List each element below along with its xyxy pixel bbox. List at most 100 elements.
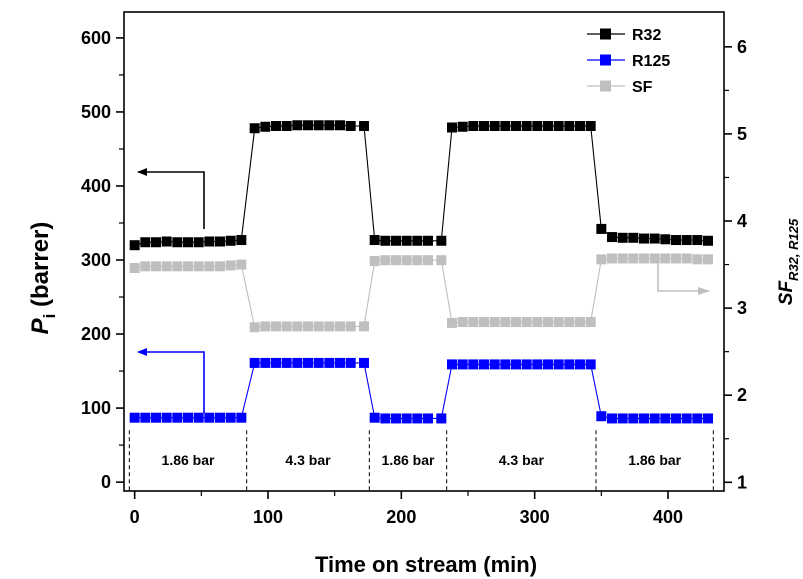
data-point-r125 xyxy=(660,413,671,424)
data-point-r125 xyxy=(345,357,356,368)
data-point-r32 xyxy=(324,120,335,131)
segment-label: 1.86 bar xyxy=(628,452,681,468)
data-point-r125 xyxy=(193,412,204,423)
data-point-r125 xyxy=(324,357,335,368)
data-point-sf xyxy=(671,253,681,264)
pressure-segments: 1.86 bar 4.3 bar 1.86 bar 4.3 bar 1.86 bar xyxy=(128,430,714,491)
data-point-r32 xyxy=(215,236,225,247)
y2-tick-label: 2 xyxy=(737,385,747,405)
data-point-r32 xyxy=(313,120,324,131)
data-point-r125 xyxy=(225,412,236,423)
data-point-r32 xyxy=(511,121,521,132)
data-point-sf xyxy=(172,261,183,272)
data-point-r125 xyxy=(172,412,183,423)
data-point-r125 xyxy=(303,357,313,368)
data-point-sf xyxy=(225,260,236,271)
data-point-r125 xyxy=(671,413,681,424)
data-point-r32 xyxy=(260,121,271,132)
data-point-sf xyxy=(193,261,204,272)
data-point-sf xyxy=(692,254,703,265)
data-point-r125 xyxy=(281,357,292,368)
data-point-r125 xyxy=(401,413,412,424)
data-point-r32 xyxy=(436,235,447,246)
data-point-sf xyxy=(151,261,161,272)
data-point-sf xyxy=(260,321,271,332)
data-point-sf xyxy=(617,253,628,264)
data-point-r32 xyxy=(575,121,585,132)
data-point-r125 xyxy=(468,359,479,370)
data-point-r32 xyxy=(457,121,468,132)
y-axis-title-sub: i xyxy=(40,314,59,319)
data-point-r32 xyxy=(423,235,433,246)
data-point-r125 xyxy=(457,359,468,370)
data-point-r32 xyxy=(359,121,369,132)
data-point-sf xyxy=(359,321,369,332)
data-point-r32 xyxy=(585,121,596,132)
data-point-sf xyxy=(479,317,489,328)
data-point-r32 xyxy=(447,122,457,133)
data-point-r125 xyxy=(436,413,447,424)
data-point-r125 xyxy=(369,412,380,423)
data-point-r32 xyxy=(391,235,401,246)
data-point-r32 xyxy=(521,121,532,132)
data-point-r125 xyxy=(412,413,423,424)
legend-label-sf: SF xyxy=(632,79,653,96)
y-axis-title-rest: (barrer) xyxy=(27,222,54,314)
data-point-sf xyxy=(204,261,215,272)
data-point-r32 xyxy=(204,236,215,247)
data-point-r125 xyxy=(359,357,369,368)
y-tick-label: 100 xyxy=(81,398,111,418)
legend-label-r32: R32 xyxy=(632,27,661,44)
data-point-r32 xyxy=(703,235,713,246)
data-point-r125 xyxy=(151,412,161,423)
y-tick-label: 400 xyxy=(81,176,111,196)
data-point-r32 xyxy=(468,121,479,132)
data-point-r125 xyxy=(271,357,281,368)
data-point-r32 xyxy=(151,237,161,248)
data-point-r32 xyxy=(183,237,193,248)
data-point-r32 xyxy=(489,121,500,132)
data-point-sf xyxy=(607,253,617,264)
data-point-r125 xyxy=(489,359,500,370)
data-point-sf xyxy=(324,321,335,332)
r32-axis-arrow xyxy=(137,168,205,229)
data-point-r32 xyxy=(140,237,151,248)
plot-frame xyxy=(123,11,725,492)
data-point-r125 xyxy=(161,412,172,423)
data-point-r125 xyxy=(596,411,607,422)
data-point-r125 xyxy=(532,359,543,370)
data-point-r32 xyxy=(249,123,260,134)
data-point-r125 xyxy=(521,359,532,370)
data-point-r125 xyxy=(423,413,433,424)
data-point-sf xyxy=(532,317,543,328)
legend-item-sf: SF xyxy=(587,79,653,96)
data-point-r32 xyxy=(660,234,671,245)
segment-label: 1.86 bar xyxy=(382,452,435,468)
y-axis-title-main: P xyxy=(27,317,54,334)
y2-tick-label: 6 xyxy=(737,37,747,57)
data-point-sf xyxy=(639,253,649,264)
data-point-r32 xyxy=(129,240,140,251)
data-point-r32 xyxy=(649,233,660,244)
y-axis-title: Pi (barrer) xyxy=(27,222,59,335)
data-point-sf xyxy=(129,263,140,274)
data-point-r125 xyxy=(215,412,225,423)
data-point-sf xyxy=(313,321,324,332)
data-point-r125 xyxy=(511,359,521,370)
data-point-sf xyxy=(249,322,260,333)
data-point-r125 xyxy=(335,357,345,368)
data-point-sf xyxy=(553,317,564,328)
y2-tick-label: 5 xyxy=(737,124,747,144)
data-point-r32 xyxy=(345,121,356,132)
data-point-r125 xyxy=(553,359,564,370)
data-point-r32 xyxy=(628,232,639,243)
data-point-sf xyxy=(575,317,585,328)
data-point-sf xyxy=(511,317,521,328)
data-point-r32 xyxy=(553,121,564,132)
data-point-r125 xyxy=(183,412,193,423)
data-point-r32 xyxy=(369,235,380,246)
data-point-r125 xyxy=(607,413,617,424)
data-point-sf xyxy=(236,259,247,270)
data-point-r32 xyxy=(607,232,617,243)
sf-axis-arrow xyxy=(657,256,710,295)
